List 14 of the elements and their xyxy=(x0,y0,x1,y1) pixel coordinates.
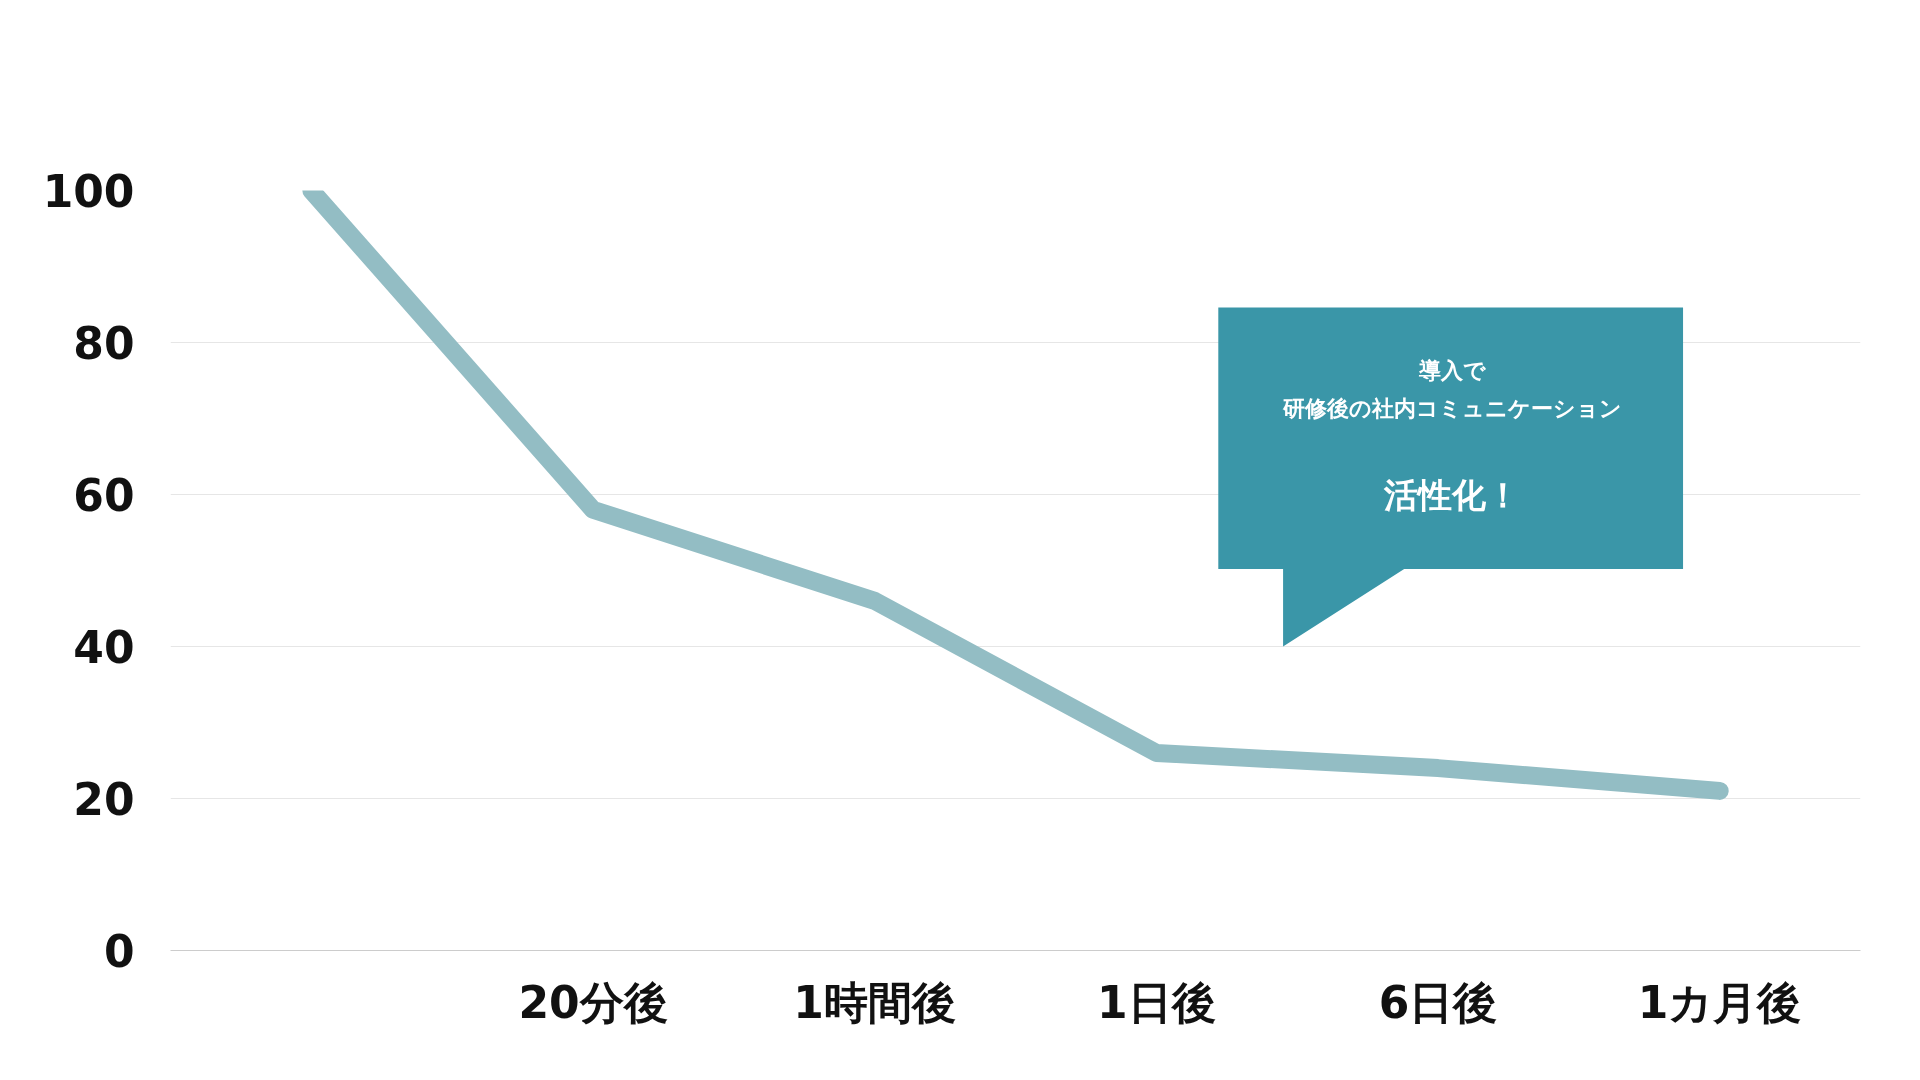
annotation: 研修後の社内コミュニケーション xyxy=(1281,396,1622,422)
x-tick-label: 1時間後 xyxy=(793,976,956,1028)
y-tick-label: 100 xyxy=(42,166,135,217)
y-tick-label: 20 xyxy=(73,774,135,825)
x-tick-label: 1日後 xyxy=(1097,976,1216,1028)
x-tick-label: 1カ月後 xyxy=(1637,976,1802,1028)
x-tick-label: 20分後 xyxy=(518,976,668,1028)
y-tick-label: 80 xyxy=(73,318,135,369)
annotation: 導入で xyxy=(1417,358,1486,384)
y-tick-label: 40 xyxy=(73,622,135,673)
annotation: 活性化！ xyxy=(1383,475,1521,516)
y-tick-label: 60 xyxy=(73,470,135,521)
x-tick-label: 6日後 xyxy=(1378,976,1498,1028)
y-tick-label: 0 xyxy=(103,926,135,977)
